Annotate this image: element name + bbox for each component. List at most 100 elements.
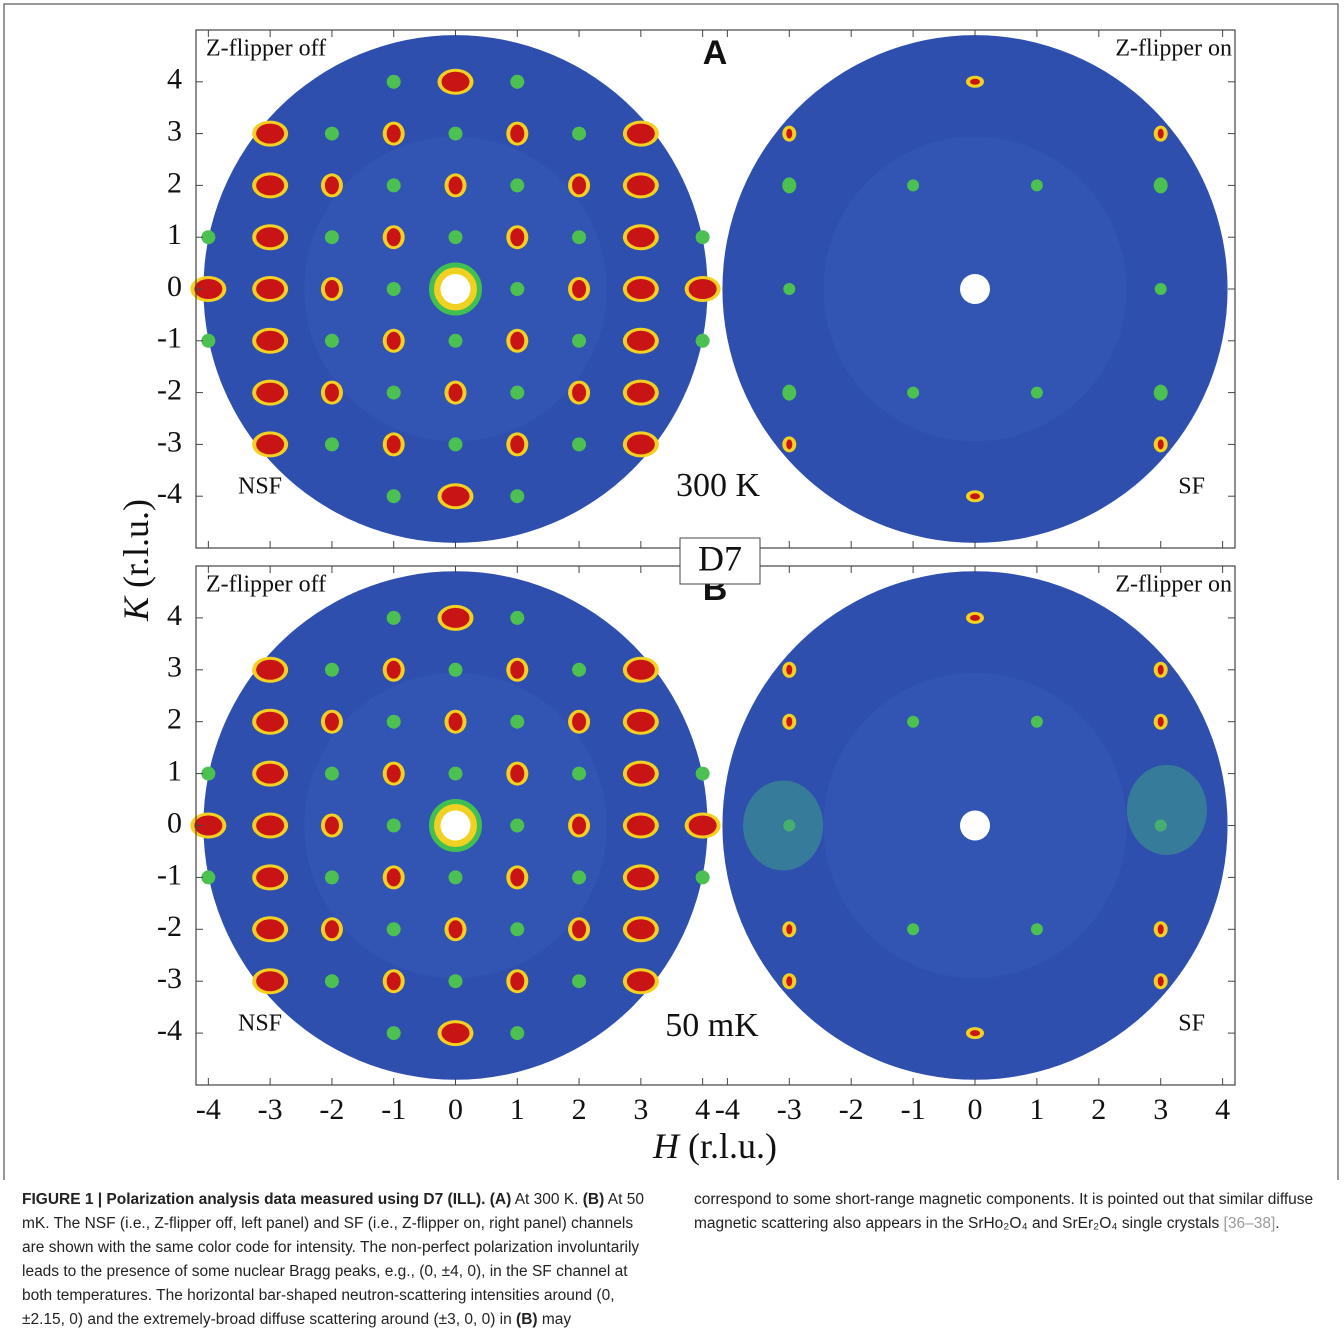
caption-text: (B) (578, 1191, 605, 1208)
peak-core (1157, 439, 1164, 450)
peak-halo (201, 766, 216, 781)
y-tick-label: 2 (167, 166, 182, 199)
y-tick-label: 3 (167, 651, 182, 684)
caption-text: . (1275, 1215, 1280, 1232)
peak-core (572, 280, 587, 298)
peak-core (441, 486, 470, 507)
peak-core (786, 128, 793, 139)
y-tick-label: -3 (157, 962, 182, 995)
x-tick-label: 2 (572, 1093, 587, 1126)
x-tick-label: -2 (319, 1093, 344, 1126)
peak-core (256, 434, 285, 455)
peak-core (572, 383, 587, 402)
peak-core (324, 712, 339, 731)
peak-core (1157, 976, 1164, 987)
peak-halo (572, 662, 587, 677)
peak-core (386, 124, 401, 143)
x-tick-label: -2 (839, 1093, 864, 1126)
peak-core (510, 124, 525, 143)
beam-stop (440, 274, 471, 304)
y-tick-label: 0 (167, 270, 182, 303)
peak-core (970, 493, 980, 500)
peak-halo (510, 1026, 525, 1041)
y-tick-label: -2 (157, 373, 182, 406)
peak-halo (1030, 386, 1043, 399)
peak-halo (572, 333, 587, 348)
peak-core (324, 383, 339, 402)
peak-halo (1153, 384, 1168, 401)
peak-core (256, 175, 285, 196)
temperature: 50 mK (665, 1007, 759, 1044)
peak-core (256, 971, 285, 992)
peak-core (441, 1023, 470, 1044)
caption-text: FIGURE 1 | Polarization analysis data me… (22, 1191, 486, 1208)
peak-halo (510, 922, 525, 937)
flipper-label: Z-flipper off (206, 572, 326, 598)
peak-core (386, 764, 401, 783)
flipper-label: Z-flipper off (206, 36, 326, 62)
axis-unit: (r.l.u.) (116, 499, 156, 597)
peak-core (386, 868, 401, 887)
y-tick-label: -2 (157, 910, 182, 943)
x-tick-label: 3 (633, 1093, 648, 1126)
peak-halo (510, 714, 525, 729)
peak-halo (448, 974, 463, 989)
peak-core (1157, 664, 1164, 675)
x-tick-label: 1 (1029, 1093, 1044, 1126)
channel-label: SF (1178, 474, 1205, 500)
peak-halo (448, 230, 463, 245)
peak-halo (386, 610, 401, 625)
peak-halo (1153, 177, 1168, 194)
peak-core (510, 660, 525, 679)
caption-text: [36–38] (1219, 1215, 1276, 1232)
peak-halo (572, 870, 587, 885)
peak-core (510, 764, 525, 783)
peak-core (256, 919, 285, 940)
peak-halo (510, 489, 525, 504)
peak-halo (201, 333, 216, 348)
y-tick-label: 1 (167, 218, 182, 251)
peak-core (441, 607, 470, 628)
caption-text: (B) (511, 1311, 538, 1328)
y-tick-label: 4 (167, 63, 182, 96)
peak-core (786, 439, 793, 450)
peak-core (786, 716, 793, 727)
x-tick-label: 1 (510, 1093, 525, 1126)
peak-halo (907, 715, 920, 728)
caption-text: At 300 K. (511, 1191, 579, 1208)
y-tick-label: -3 (157, 425, 182, 458)
peak-halo (782, 384, 797, 401)
peak-halo (1030, 923, 1043, 936)
x-tick-label: -4 (715, 1093, 740, 1126)
peak-halo (201, 870, 216, 885)
beam-stop (440, 810, 471, 841)
channel-label: SF (1178, 1011, 1205, 1037)
y-tick-label: 2 (167, 703, 182, 736)
peak-core (626, 123, 655, 144)
peak-core (256, 815, 285, 836)
peak-halo (386, 282, 401, 296)
peak-core (386, 660, 401, 679)
caption-text: may correspond to some short-range magne… (537, 1191, 1318, 1328)
peak-core (324, 920, 339, 939)
peak-core (626, 919, 655, 940)
beam-stop (960, 810, 990, 841)
peak-halo (448, 870, 463, 885)
peak-core (510, 868, 525, 887)
peak-halo (386, 922, 401, 937)
peak-core (1157, 716, 1164, 727)
peak-core (256, 659, 285, 680)
peak-core (256, 123, 285, 144)
axis-symbol: K (116, 595, 156, 622)
peak-core (786, 976, 793, 987)
peak-core (626, 659, 655, 680)
peak-core (510, 331, 525, 350)
peak-core (786, 664, 793, 675)
peak-halo (695, 870, 710, 885)
y-tick-label: -4 (157, 1014, 182, 1047)
peak-core (970, 78, 980, 85)
figure-border (3, 3, 1339, 1180)
y-tick-label: -4 (157, 477, 182, 510)
